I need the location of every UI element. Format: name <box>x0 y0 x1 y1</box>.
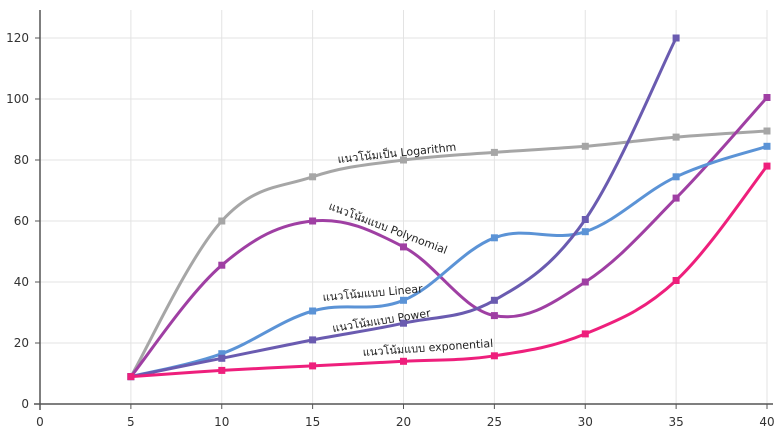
series-4-point-20 <box>400 319 407 327</box>
series-3-point-30 <box>581 228 589 236</box>
series-3-point-40 <box>763 142 771 150</box>
axes <box>34 10 773 410</box>
x-tick-label-40: 40 <box>759 415 774 429</box>
x-tick-label-0: 0 <box>36 415 44 429</box>
series-1-point-20 <box>400 156 407 164</box>
series-3-label: แนวโน้มแบบ Linear <box>322 281 424 304</box>
series-5-point-20 <box>400 357 407 365</box>
series-3-point-10 <box>218 350 226 358</box>
series-5-label: แนวโน้มแบบ exponential <box>362 336 493 359</box>
y-tick-label-120: 120 <box>6 31 29 45</box>
series-1-point-35 <box>672 133 680 141</box>
series-2-line <box>129 96 769 379</box>
series-4-label: แนวโน้มแบบ Power <box>331 306 432 335</box>
series-3-point-15 <box>309 307 317 315</box>
y-tick-label-0: 0 <box>21 397 29 411</box>
series-5 <box>127 162 771 381</box>
series-group <box>127 34 771 381</box>
series-2-label: แนวโน้มแบบ Polynomial <box>327 199 449 257</box>
series-5-point-15 <box>309 362 317 370</box>
series-4-point-10 <box>218 354 226 362</box>
x-tick-label-35: 35 <box>668 415 683 429</box>
series-4-point-25 <box>490 296 498 304</box>
series-1-point-30 <box>581 142 589 150</box>
series-3-point-20 <box>400 296 407 304</box>
series-4-point-30 <box>581 216 589 223</box>
grid <box>40 10 768 404</box>
series-3-line <box>129 144 769 379</box>
series-2-point-40 <box>763 94 771 101</box>
series-5-point-35 <box>672 277 680 284</box>
x-tick-label-5: 5 <box>127 415 135 429</box>
series-1 <box>127 127 771 381</box>
x-tick-label-25: 25 <box>487 415 502 429</box>
series-1-point-10 <box>218 217 226 225</box>
series-3-point-25 <box>490 234 498 242</box>
series-2-point-35 <box>672 194 680 202</box>
x-tick-label-15: 15 <box>305 415 320 429</box>
y-tick-label-100: 100 <box>6 92 29 106</box>
y-tick-label-20: 20 <box>14 336 29 350</box>
series-1-point-25 <box>490 148 498 156</box>
x-tick-label-20: 20 <box>396 415 411 429</box>
series-2-point-10 <box>218 261 226 269</box>
series-5-point-10 <box>218 366 226 374</box>
series-2-point-15 <box>309 217 317 225</box>
series-5-point-30 <box>581 330 589 338</box>
series-5-point-40 <box>763 162 771 170</box>
series-4-point-15 <box>309 336 317 344</box>
x-tick-label-10: 10 <box>214 415 229 429</box>
series-1-point-40 <box>763 127 771 135</box>
series-2-point-25 <box>490 312 498 320</box>
series-5-point-25 <box>490 352 498 360</box>
y-tick-label-60: 60 <box>14 214 29 228</box>
tick-labels: 0 5 10 15 20 25 30 35 40 0 20 40 60 80 100 120 <box>6 31 775 429</box>
series-3-point-35 <box>672 173 680 181</box>
series-2-point-30 <box>581 278 589 286</box>
series-1-point-15 <box>309 173 317 181</box>
series-2-point-20 <box>400 243 407 251</box>
series-4-point-35 <box>672 34 680 42</box>
y-tick-label-40: 40 <box>14 275 29 289</box>
x-tick-label-30: 30 <box>578 415 593 429</box>
y-tick-label-80: 80 <box>14 153 29 167</box>
series-5-point-5 <box>127 373 135 381</box>
